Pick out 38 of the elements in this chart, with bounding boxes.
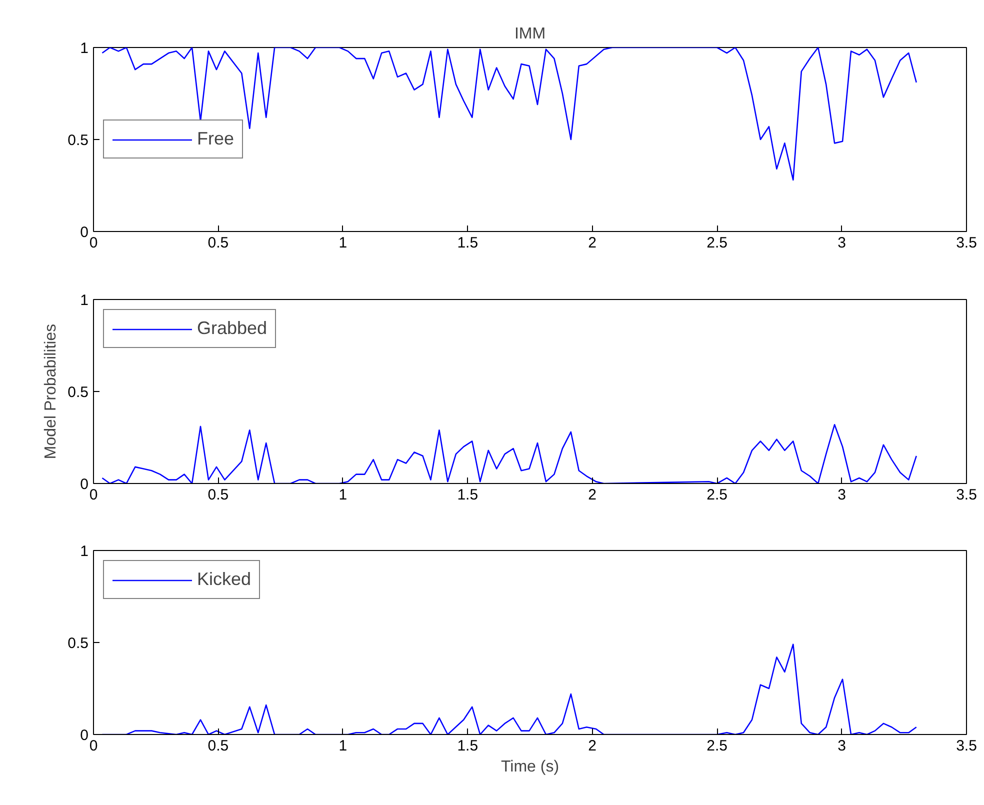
y-tick-label: 1 xyxy=(80,40,88,57)
x-tick-label: 0.5 xyxy=(208,486,229,504)
x-tick-label: 1.5 xyxy=(457,234,478,252)
x-tick-label: 0.5 xyxy=(208,738,229,754)
y-tick-label: 0 xyxy=(80,224,88,241)
x-tick-label: 2.5 xyxy=(706,234,728,252)
x-tick-label: 3.5 xyxy=(956,738,977,754)
y-tick-label: 1 xyxy=(80,543,88,560)
legend-label: Free xyxy=(197,128,234,150)
x-tick-label: 3 xyxy=(838,486,846,504)
x-tick-label: 2 xyxy=(588,738,597,754)
x-tick-label: 1 xyxy=(338,738,348,754)
x-axis-title: Time (s) xyxy=(500,758,560,776)
x-tick-label: 1.5 xyxy=(457,738,478,754)
y-tick-label: 0.5 xyxy=(68,635,89,652)
line-series xyxy=(102,48,918,181)
y-tick-label: 1 xyxy=(80,292,88,309)
legend-label: Grabbed xyxy=(197,318,268,339)
x-tick-label: 0.5 xyxy=(208,234,229,252)
x-tick-label: 1.5 xyxy=(457,486,478,504)
x-tick-label: 1 xyxy=(338,486,348,504)
x-tick-label: 3 xyxy=(838,234,846,252)
x-tick-label: 3.5 xyxy=(956,486,977,504)
y-axis-title: Model Probabilities xyxy=(42,324,60,460)
x-tick-label: 2.5 xyxy=(706,486,728,504)
y-tick-label: 0 xyxy=(80,476,88,493)
x-tick-label: 3 xyxy=(838,738,846,754)
x-tick-label: 1 xyxy=(338,234,348,252)
y-tick-label: 0 xyxy=(80,727,88,744)
chart-title: IMM xyxy=(514,26,546,42)
x-tick-label: 2 xyxy=(588,234,597,252)
x-tick-label: 2 xyxy=(588,486,597,504)
line-series xyxy=(102,424,918,484)
y-tick-label: 0.5 xyxy=(68,384,89,401)
y-tick-label: 0.5 xyxy=(68,132,89,149)
legend-label: Kicked xyxy=(197,569,252,590)
x-tick-label: 3.5 xyxy=(956,234,977,252)
x-tick-label: 2.5 xyxy=(706,738,728,754)
